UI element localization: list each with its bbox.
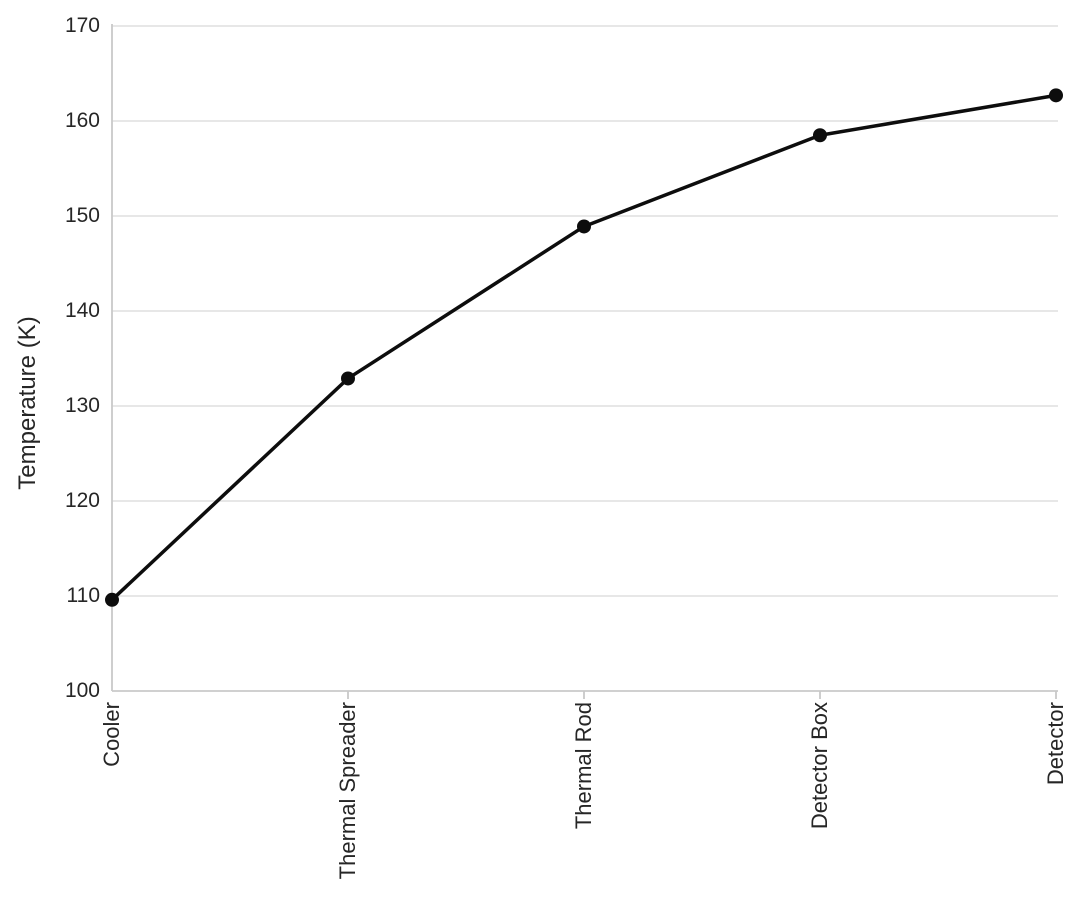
y-tick-label: 150 <box>64 204 100 227</box>
x-category-label: Thermal Rod <box>571 702 596 830</box>
y-tick-label: 120 <box>64 489 100 512</box>
y-tick-label: 100 <box>64 679 100 702</box>
x-category-label: Detector Box <box>807 702 832 830</box>
y-tick-label: 130 <box>64 394 100 417</box>
y-tick-label: 160 <box>64 109 100 132</box>
x-category-label: Cooler <box>99 702 124 767</box>
x-category-label: Thermal Spreader <box>335 702 360 880</box>
data-point-marker <box>1049 88 1063 103</box>
y-tick-label: 140 <box>64 299 100 322</box>
x-category-label: Detector <box>1043 702 1068 786</box>
data-point-marker <box>105 592 119 607</box>
y-tick-label: 110 <box>66 584 100 607</box>
data-point-marker <box>813 128 827 143</box>
data-point-marker <box>577 219 591 234</box>
data-point-marker <box>341 371 355 386</box>
y-tick-label: 170 <box>64 14 100 37</box>
temperature-series-line <box>110 93 1058 602</box>
